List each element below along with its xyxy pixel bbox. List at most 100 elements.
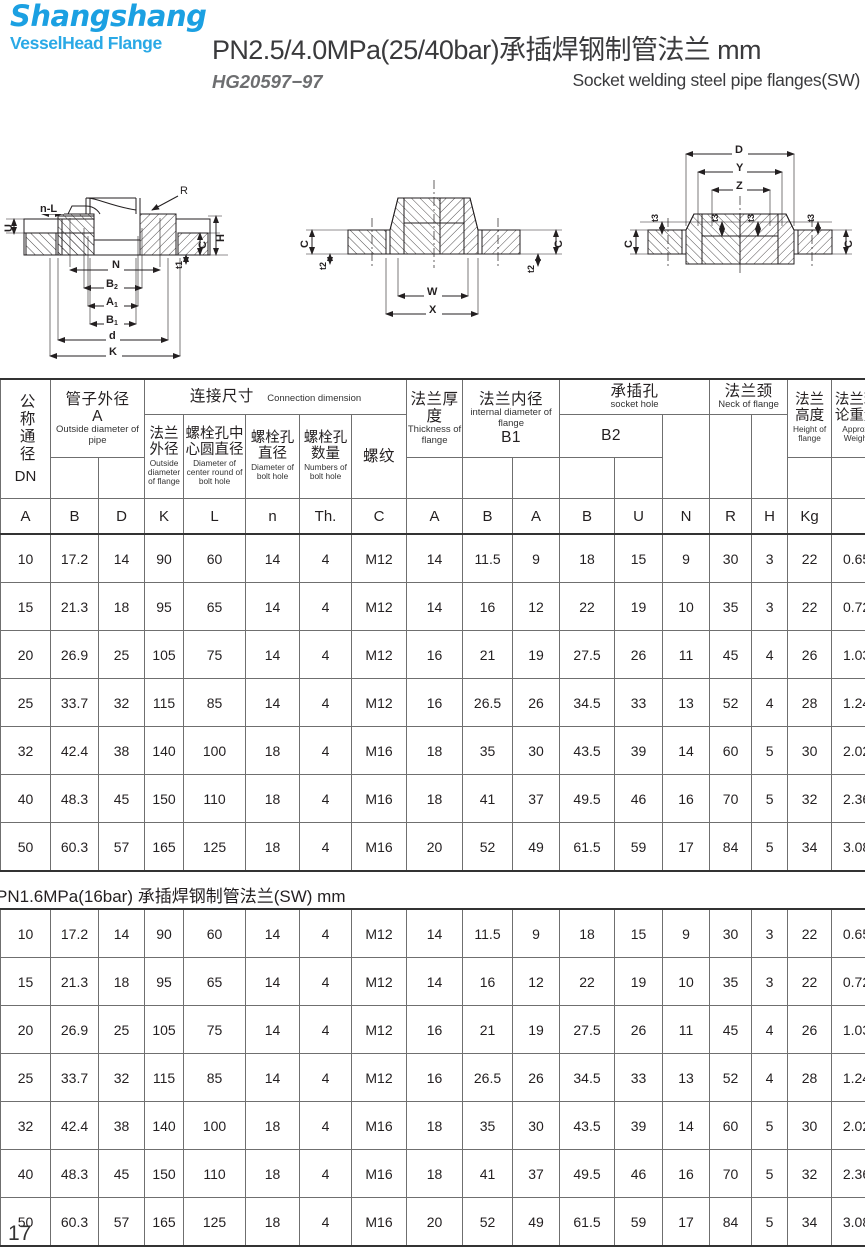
page-subtitle-en: Socket welding steel pipe flanges(SW) — [572, 70, 860, 90]
header-pipe-b-blank — [97, 457, 146, 499]
svg-text:X: X — [429, 304, 437, 316]
header-pipe-od-cn: 管子外径 — [65, 390, 130, 408]
cell-B: 45 — [97, 774, 146, 823]
sym-Th: Th. — [299, 498, 353, 535]
flange-drawings-svg: R N B2 A1 n-L U — [3, 142, 855, 359]
header-connection-en: Connection dimension — [267, 393, 362, 404]
cell-B: 15 — [614, 533, 664, 583]
cell-n: 4 — [299, 822, 353, 872]
cell-L: 14 — [245, 630, 301, 679]
svg-text:t3: t3 — [806, 214, 816, 222]
cell-Th.: M12 — [351, 957, 407, 1006]
cell-R: 5 — [751, 1101, 788, 1150]
svg-text:A1: A1 — [106, 296, 118, 309]
cell-Th.: M16 — [351, 774, 408, 823]
cell-A: 22 — [559, 582, 616, 631]
header-flange-od: 法兰外径 Outside diameter of flange — [144, 414, 185, 499]
cell-N: 45 — [709, 1005, 752, 1054]
table-symbol-row: A B D K L n Th. C A B A B U N R H Kg — [0, 498, 865, 535]
cell-A: 48.3 — [50, 1149, 99, 1198]
svg-text:t3: t3 — [746, 214, 756, 222]
header-bolt-hole-dia: 螺栓孔直径 Diameter of bolt hole — [245, 414, 301, 499]
cell-A: 27.5 — [559, 630, 616, 679]
cell-D: 95 — [144, 957, 184, 1006]
sym-Kg: Kg — [787, 498, 833, 535]
cell-C: 14 — [406, 957, 463, 1006]
cell-L: 18 — [245, 1149, 300, 1198]
cell-R: 5 — [751, 822, 789, 872]
cell-A: 61.5 — [559, 822, 616, 872]
header-socket-b2: B2 — [559, 414, 664, 458]
cell-H: 22 — [787, 533, 833, 583]
cell-A: 26.9 — [50, 630, 99, 679]
cell-B: 19 — [614, 957, 663, 1006]
header-bolt-circle-cn: 螺栓孔中心圆直径 — [185, 425, 244, 458]
cell-A: 21 — [462, 1005, 513, 1054]
cell-A: 49.5 — [559, 774, 616, 823]
header-weight: 法兰理论重量 Approx. Weight — [831, 378, 865, 458]
cell-K: 75 — [183, 1005, 246, 1054]
cell-n: 4 — [299, 908, 352, 958]
cell-Kg: 1.24 — [831, 1053, 865, 1102]
cell-Kg: 0.65 — [831, 908, 865, 958]
cell-H: 32 — [787, 1149, 832, 1198]
cell-K: 85 — [183, 678, 247, 727]
cell-K: 100 — [183, 1101, 246, 1150]
header-group-pipe-od: 管子外径 A Outside diameter of pipe — [49, 378, 146, 458]
brand-logo: Shangshang VesselHead Flange — [10, 2, 207, 54]
cell-n: 4 — [299, 1149, 352, 1198]
cell-R: 5 — [751, 726, 789, 775]
cell-Th.: M12 — [351, 630, 408, 679]
cell-A: 33.7 — [50, 1053, 99, 1102]
cell-Kg: 0.72 — [831, 582, 865, 631]
cell-N: 52 — [709, 678, 753, 727]
svg-text:B2: B2 — [106, 278, 118, 291]
table-row: 20 26.9 25 105 75 14 4 M12 16 21 19 27.5 26 11 45 4 26 1.… — [0, 630, 865, 679]
cell-A: 21 — [462, 630, 514, 679]
table-row: 40 48.3 45 150 110 18 4 M16 18 41 37 49.5 46 16 70 5 32 2… — [0, 1149, 865, 1198]
cell-Th.: M12 — [351, 533, 408, 583]
cell-H: 22 — [787, 957, 832, 1006]
cell-U: 16 — [662, 1149, 710, 1198]
svg-text:C: C — [299, 240, 311, 248]
cell-B: 19 — [512, 630, 561, 679]
sym-B: B — [50, 498, 99, 535]
header-thickness-en: Thickness of flange — [407, 424, 462, 446]
standard-code: HG20597−97 — [212, 71, 323, 92]
cell-N: 84 — [709, 822, 753, 872]
svg-text:C: C — [843, 240, 855, 248]
cell-C: 18 — [406, 1149, 463, 1198]
cell-K: 65 — [183, 957, 246, 1006]
page-number: 17 — [8, 1222, 32, 1245]
cell-B: 49 — [512, 1197, 560, 1247]
cell-H: 34 — [787, 1197, 832, 1247]
cell-B: 57 — [97, 822, 146, 872]
cell-R: 4 — [751, 630, 789, 679]
cell-B: 33 — [614, 1053, 663, 1102]
cell-B: 37 — [512, 774, 561, 823]
header-bolt-hole-num-cn: 螺栓孔数量 — [303, 430, 348, 463]
cell-K: 110 — [183, 1149, 246, 1198]
cell-DN: 15 — [0, 957, 51, 1006]
cell-H: 26 — [787, 1005, 832, 1054]
cell-Th.: M12 — [351, 678, 408, 727]
cell-n: 4 — [299, 957, 352, 1006]
cell-A: 17.2 — [50, 533, 99, 583]
cell-A: 52 — [462, 1197, 513, 1247]
cell-K: 75 — [183, 630, 247, 679]
drawing-view-1: R N B2 A1 n-L U — [3, 185, 228, 359]
cell-B: 15 — [614, 908, 663, 958]
cell-H: 22 — [787, 908, 832, 958]
cell-D: 90 — [144, 908, 184, 958]
header-group-neck: 法兰颈 Neck of flange — [709, 378, 789, 415]
cell-A: 11.5 — [462, 908, 513, 958]
header-internal-sym: B1 — [501, 429, 522, 447]
cell-A: 22 — [559, 957, 615, 1006]
cell-D: 115 — [144, 678, 185, 727]
header-thread: 螺纹 — [351, 414, 408, 499]
cell-n: 4 — [299, 726, 353, 775]
cell-B: 19 — [512, 1005, 560, 1054]
cell-B: 30 — [512, 726, 561, 775]
cell-DN: 40 — [0, 774, 51, 823]
cell-H: 28 — [787, 678, 833, 727]
